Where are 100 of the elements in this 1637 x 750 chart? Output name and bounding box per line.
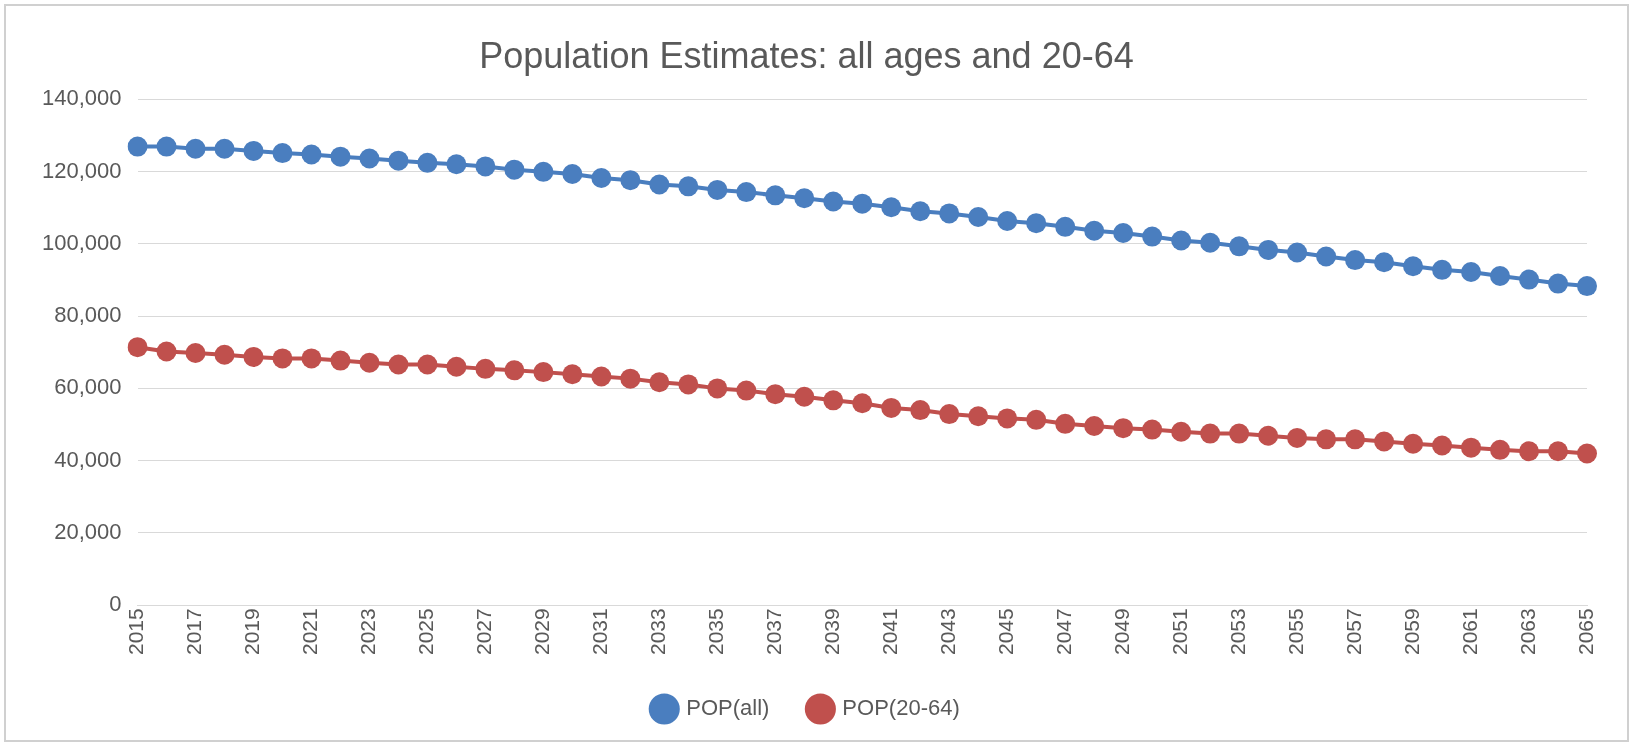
point [1345,429,1366,450]
point [533,161,554,182]
point [562,364,583,385]
chart-title: Population Estimates: all ages and 20-64 [479,34,1134,76]
point [1055,216,1076,237]
point [243,346,264,367]
x-tick-label: 2043 [936,608,960,655]
point [562,164,583,185]
point [852,193,873,214]
point [939,404,960,425]
point [997,408,1018,429]
point [1345,250,1366,271]
y-tick-label: 0 [109,591,122,617]
point [388,354,409,375]
point [504,159,525,180]
point [1229,423,1250,444]
point [1577,443,1597,464]
point [330,350,351,371]
point [1258,239,1279,260]
point [881,197,902,218]
x-tick-label: 2031 [588,608,612,655]
x-tick-label: 2061 [1457,608,1481,655]
point [910,201,931,222]
point [1084,415,1105,436]
point [765,384,786,405]
point [185,138,206,159]
point [1461,437,1482,458]
point [533,362,554,383]
point [301,348,322,369]
point [359,148,380,169]
point [1113,418,1134,439]
x-tick-label: 2033 [646,608,670,655]
legend-label: POP(all) [686,695,770,721]
y-tick-label: 40,000 [54,446,122,472]
point [1316,246,1337,267]
point [794,386,815,407]
point [1229,236,1250,257]
x-tick-label: 2021 [298,608,322,655]
x-tick-label: 2065 [1573,608,1597,655]
point [359,352,380,373]
point [852,393,873,414]
point [417,152,438,173]
point [1432,435,1453,456]
point [591,168,612,188]
point [1519,441,1540,462]
point [939,203,960,224]
point [243,140,264,161]
point [881,397,902,418]
y-tick-label: 120,000 [41,157,122,183]
point [1142,226,1163,247]
x-tick-label: 2041 [878,608,902,655]
y-tick-label: 60,000 [54,374,122,400]
x-tick-label: 2015 [124,608,148,655]
point [446,154,467,175]
point [1374,252,1395,273]
point [214,138,235,159]
point [910,400,931,421]
point [1055,413,1076,434]
x-tick-label: 2035 [704,608,728,655]
point [475,358,496,379]
point [968,406,989,427]
x-tick-label: 2025 [414,608,438,655]
point [1403,256,1424,277]
point [1171,230,1192,251]
point [736,380,757,401]
point [272,143,293,164]
x-tick-label: 2051 [1167,608,1191,655]
point [504,360,525,381]
point [1287,427,1308,448]
point [156,136,177,157]
point [1403,433,1424,454]
y-tick-label: 100,000 [41,229,122,255]
point [968,207,989,228]
point [620,368,641,389]
point [765,185,786,206]
point [997,211,1018,232]
point [1171,421,1192,442]
y-tick-label: 80,000 [54,302,122,328]
point [417,354,438,375]
x-tick-label: 2047 [1051,608,1075,655]
point [446,356,467,377]
point [1432,259,1453,280]
x-tick-label: 2063 [1515,608,1539,655]
point [1287,242,1308,263]
point [1026,409,1047,430]
point [1577,276,1597,297]
point [388,150,409,171]
point [707,378,728,399]
point [1142,419,1163,440]
point [1084,220,1105,241]
point [1113,222,1134,243]
y-tick-label: 20,000 [54,519,122,545]
point [649,174,670,195]
point [591,366,612,387]
point [1258,425,1279,446]
point [736,182,757,203]
x-tick-label: 2023 [356,608,380,655]
point [127,136,148,157]
x-tick-label: 2037 [762,608,786,655]
x-tick-label: 2049 [1109,608,1133,655]
